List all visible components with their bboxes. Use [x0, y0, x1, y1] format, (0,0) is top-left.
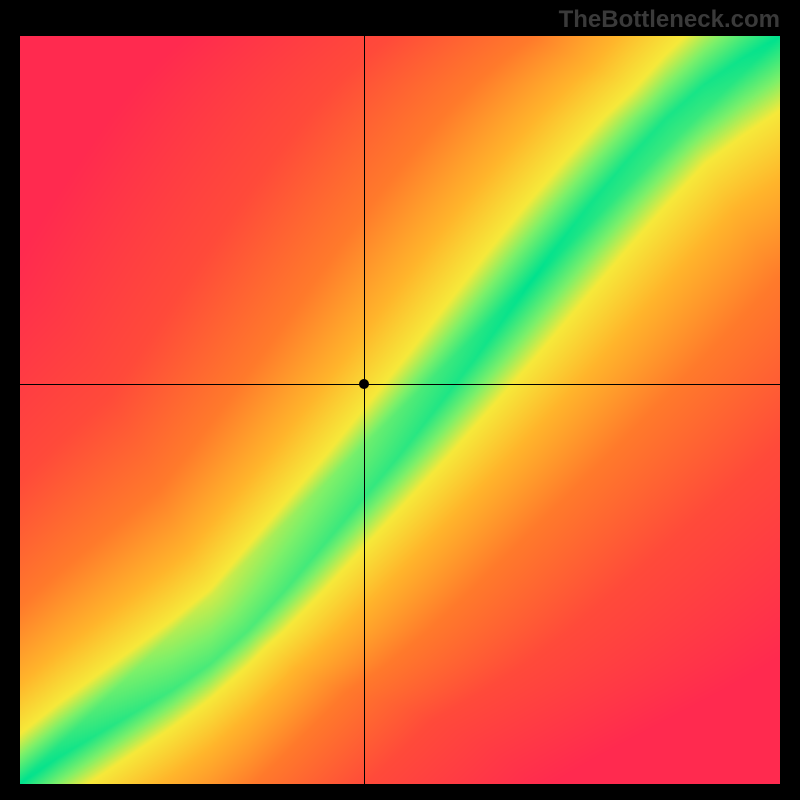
crosshair-horizontal: [20, 384, 780, 385]
heatmap-canvas: [20, 36, 780, 784]
chart-container: TheBottleneck.com: [0, 0, 800, 800]
watermark-text: TheBottleneck.com: [559, 6, 780, 34]
heatmap-plot: [20, 36, 780, 784]
crosshair-marker: [359, 379, 369, 389]
crosshair-vertical: [364, 36, 365, 784]
